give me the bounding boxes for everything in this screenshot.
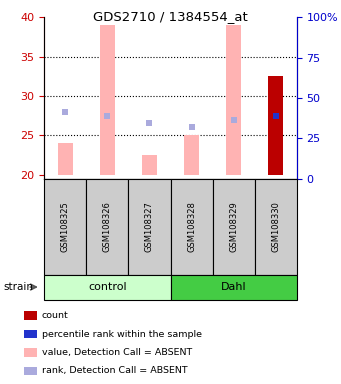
Text: rank, Detection Call = ABSENT: rank, Detection Call = ABSENT [42,366,188,376]
Text: value, Detection Call = ABSENT: value, Detection Call = ABSENT [42,348,192,357]
Bar [100,25,115,175]
Text: GSM108325: GSM108325 [61,201,70,252]
Bar [184,135,199,175]
Text: count: count [42,311,69,320]
Text: GSM108330: GSM108330 [271,201,280,252]
Text: GSM108327: GSM108327 [145,201,154,252]
Bar [58,143,73,175]
Text: control: control [88,282,127,292]
Bar [142,155,157,175]
Text: GSM108329: GSM108329 [229,201,238,252]
Text: GSM108328: GSM108328 [187,201,196,252]
Text: Dahl: Dahl [221,282,247,292]
Text: percentile rank within the sample: percentile rank within the sample [42,329,202,339]
Bar [226,25,241,175]
Text: GSM108326: GSM108326 [103,201,112,252]
Bar [268,76,283,175]
Text: strain: strain [3,282,33,292]
Text: GDS2710 / 1384554_at: GDS2710 / 1384554_at [93,10,248,23]
